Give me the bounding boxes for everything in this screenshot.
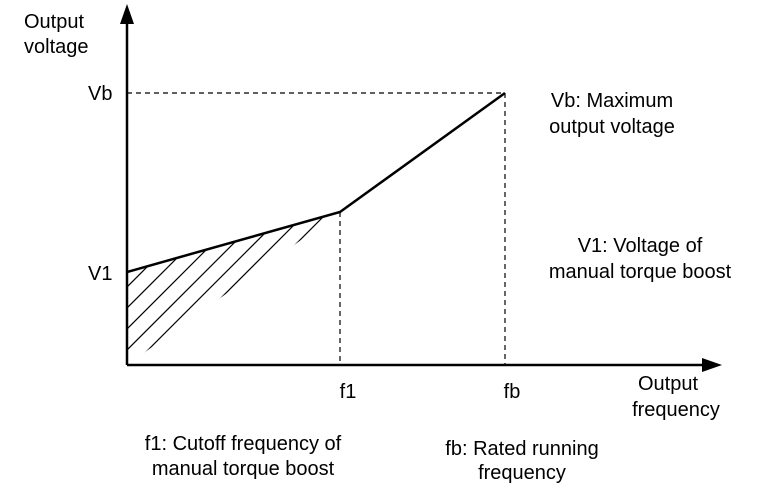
hatch-line (127, 212, 278, 365)
note: Vb: Maximum (551, 90, 673, 112)
y-arrow (120, 4, 134, 24)
x-arrow (702, 358, 722, 372)
hatch (127, 212, 340, 365)
note: frequency (478, 462, 566, 484)
y-label: voltage (24, 36, 89, 58)
note: output voltage (549, 116, 675, 138)
hatch-edge (127, 212, 340, 365)
x-label: Output (638, 373, 698, 395)
hatch-line (127, 212, 152, 365)
x-label: frequency (632, 399, 720, 421)
note: f1: Cutoff frequency of (145, 433, 342, 455)
y-tick: Vb (88, 83, 112, 105)
hatch-line (127, 212, 173, 365)
y-tick: V1 (88, 263, 112, 285)
x-tick: fb (504, 381, 521, 403)
note: V1: Voltage of (578, 235, 703, 257)
note: fb: Rated running (445, 438, 598, 460)
vf-curve (126, 91, 506, 274)
hatch-line (127, 212, 131, 365)
x-tick: f1 (340, 381, 357, 403)
note: manual torque boost (152, 458, 335, 480)
y-label: Output (24, 11, 84, 33)
note: manual torque boost (549, 261, 732, 283)
